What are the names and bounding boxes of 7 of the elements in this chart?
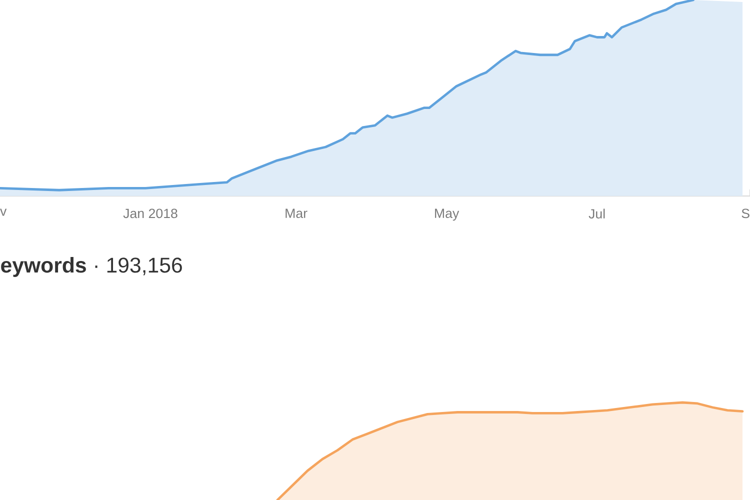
x-tick-label: Jul (588, 208, 605, 218)
x-tick-label: v (0, 208, 7, 216)
x-tick-label: May (435, 208, 460, 221)
x-tick-label: Mar (286, 208, 308, 218)
x-tick-label: Jan 2018 (123, 208, 178, 218)
x-tick-label: S (742, 208, 750, 218)
chart-title: eywords · 193,156 (1, 257, 182, 277)
